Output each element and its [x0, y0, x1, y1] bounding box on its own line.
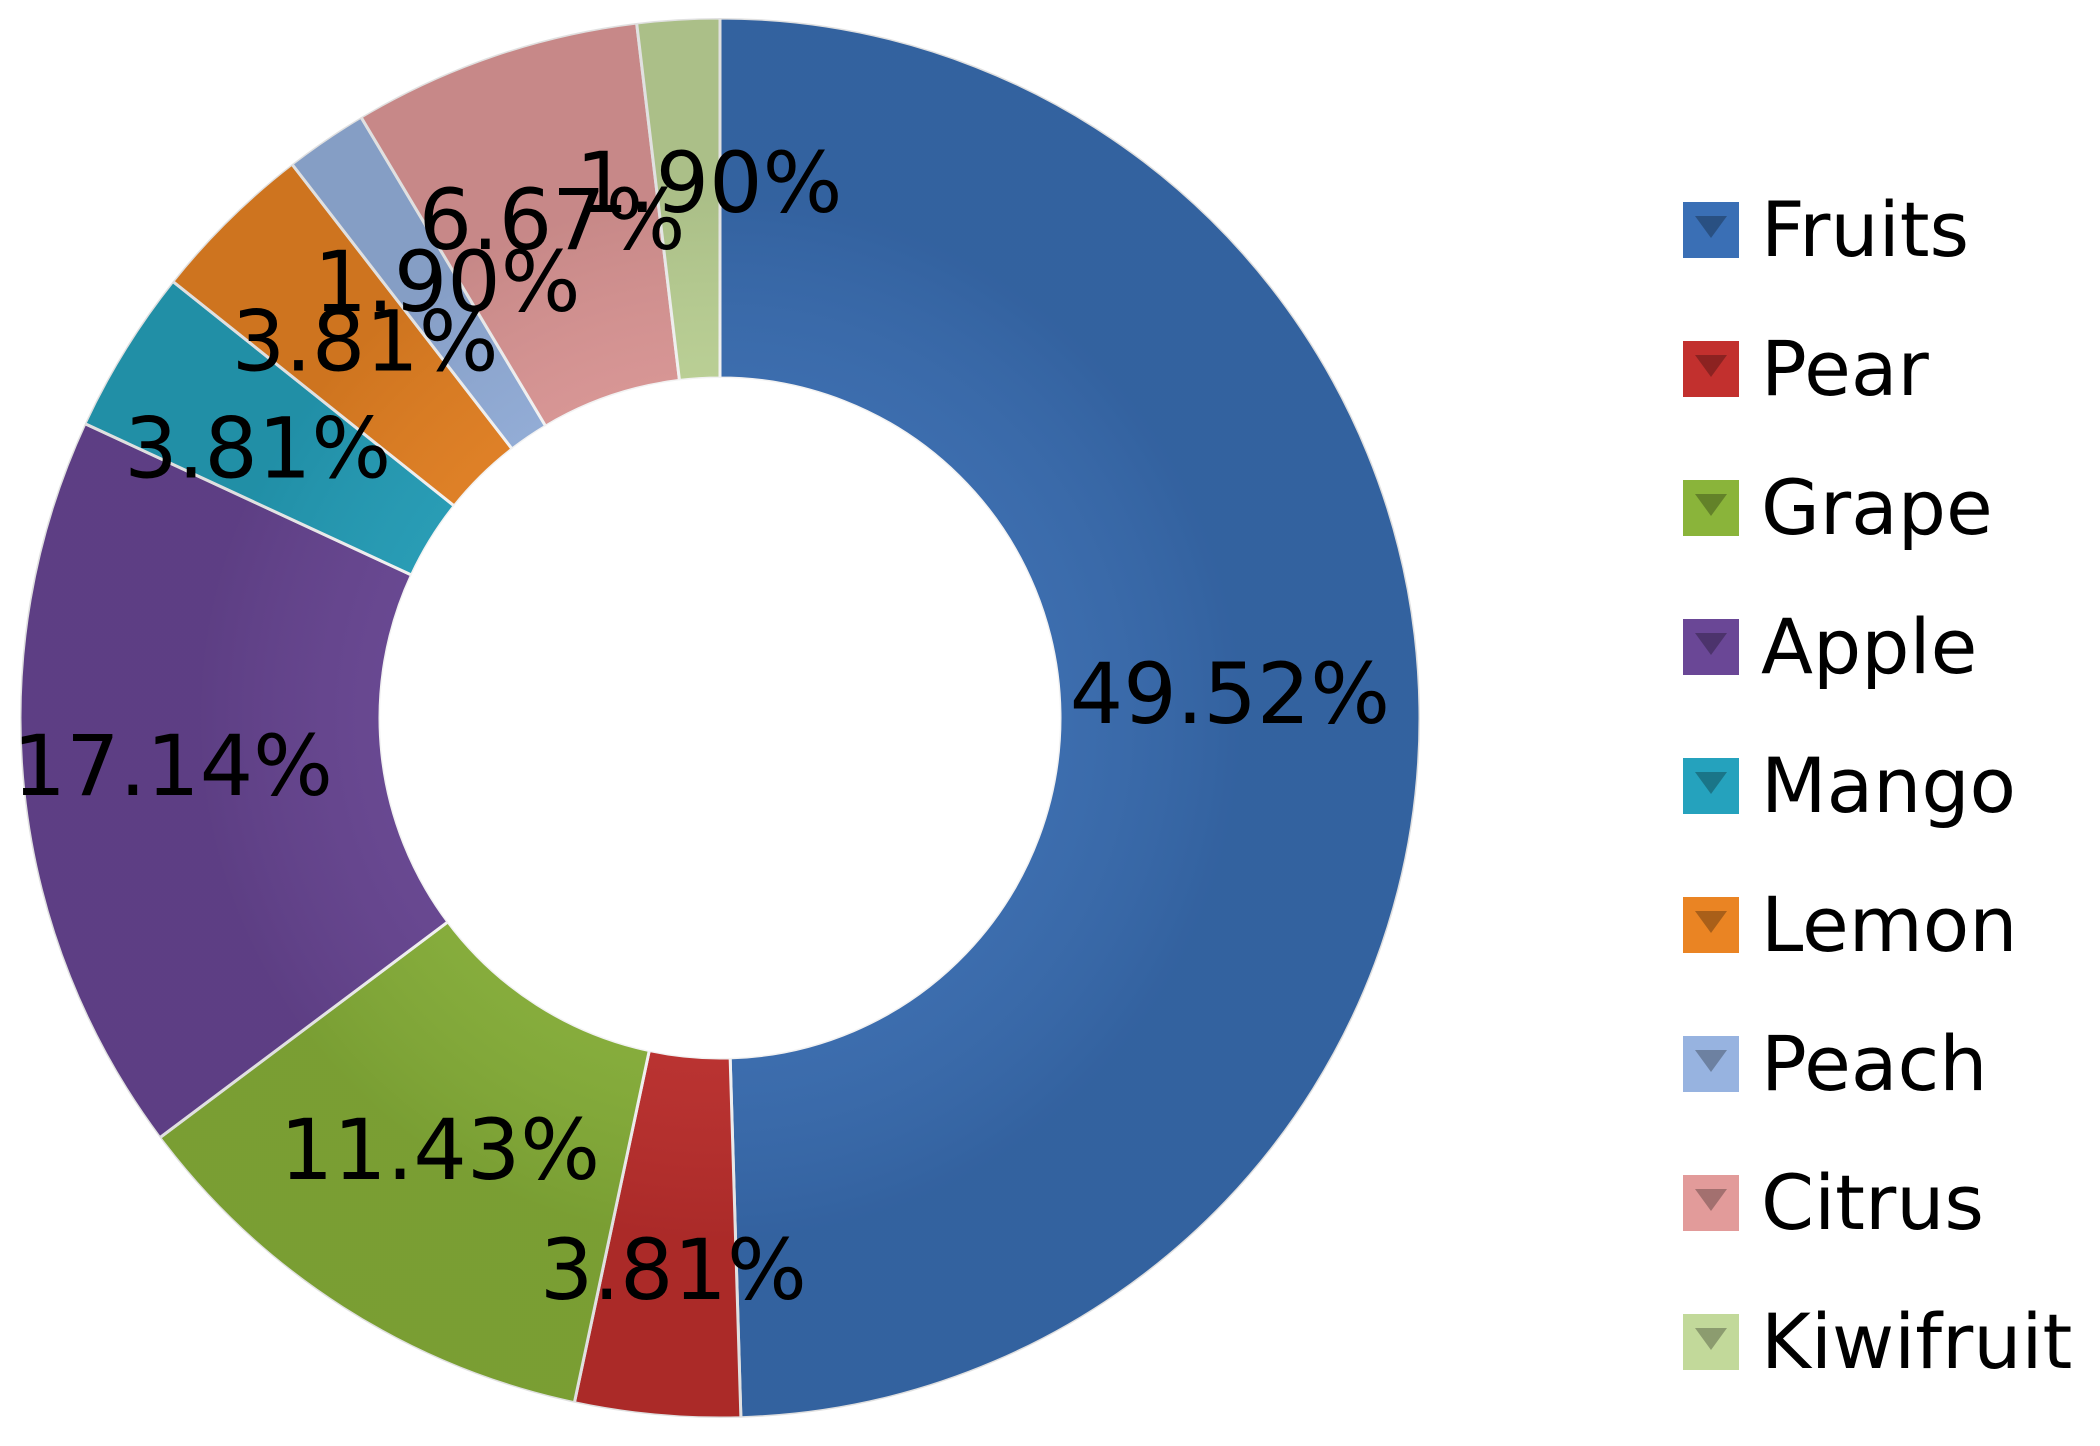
data-label-citrus: 6.67%	[419, 171, 686, 269]
legend-label: Peach	[1761, 1018, 1988, 1108]
legend-swatch	[1683, 479, 1739, 536]
legend-swatch	[1683, 757, 1739, 814]
legend-swatch	[1683, 1313, 1739, 1370]
legend-item-apple: Apple	[1683, 577, 2093, 716]
legend-item-kiwifruit: Kiwifruit	[1683, 1272, 2093, 1411]
legend-item-grape: Grape	[1683, 438, 2093, 577]
legend-label: Grape	[1761, 462, 1993, 552]
legend-label: Pear	[1761, 323, 1929, 413]
legend-swatch	[1683, 1035, 1739, 1092]
legend-swatch	[1683, 340, 1739, 397]
data-label-kiwifruit: 1.90%	[576, 134, 843, 232]
legend-swatch	[1683, 1174, 1739, 1231]
legend-label: Fruits	[1761, 184, 1970, 274]
data-label-lemon: 3.81%	[232, 292, 499, 390]
legend-item-peach: Peach	[1683, 994, 2093, 1133]
legend-swatch	[1683, 618, 1739, 675]
legend-swatch	[1683, 201, 1739, 258]
legend-item-pear: Pear	[1683, 299, 2093, 438]
legend-swatch	[1683, 896, 1739, 953]
data-label-grape: 11.43%	[280, 1101, 600, 1199]
legend-label: Kiwifruit	[1761, 1296, 2073, 1386]
data-label-mango: 3.81%	[124, 399, 391, 497]
legend-item-lemon: Lemon	[1683, 855, 2093, 994]
data-label-pear: 3.81%	[540, 1221, 807, 1319]
legend-item-citrus: Citrus	[1683, 1133, 2093, 1272]
data-label-apple: 17.14%	[13, 717, 333, 815]
data-label-peach: 1.90%	[314, 233, 581, 331]
legend-item-fruits: Fruits	[1683, 160, 2093, 299]
legend-label: Citrus	[1761, 1157, 1984, 1247]
data-label-fruits: 49.52%	[1070, 645, 1390, 743]
legend: Fruits Pear Grape Apple Mango Lemon Peach Citru…	[1683, 160, 2093, 1411]
legend-label: Lemon	[1761, 879, 2018, 969]
legend-label: Apple	[1761, 601, 1978, 691]
legend-label: Mango	[1761, 740, 2017, 830]
legend-item-mango: Mango	[1683, 716, 2093, 855]
